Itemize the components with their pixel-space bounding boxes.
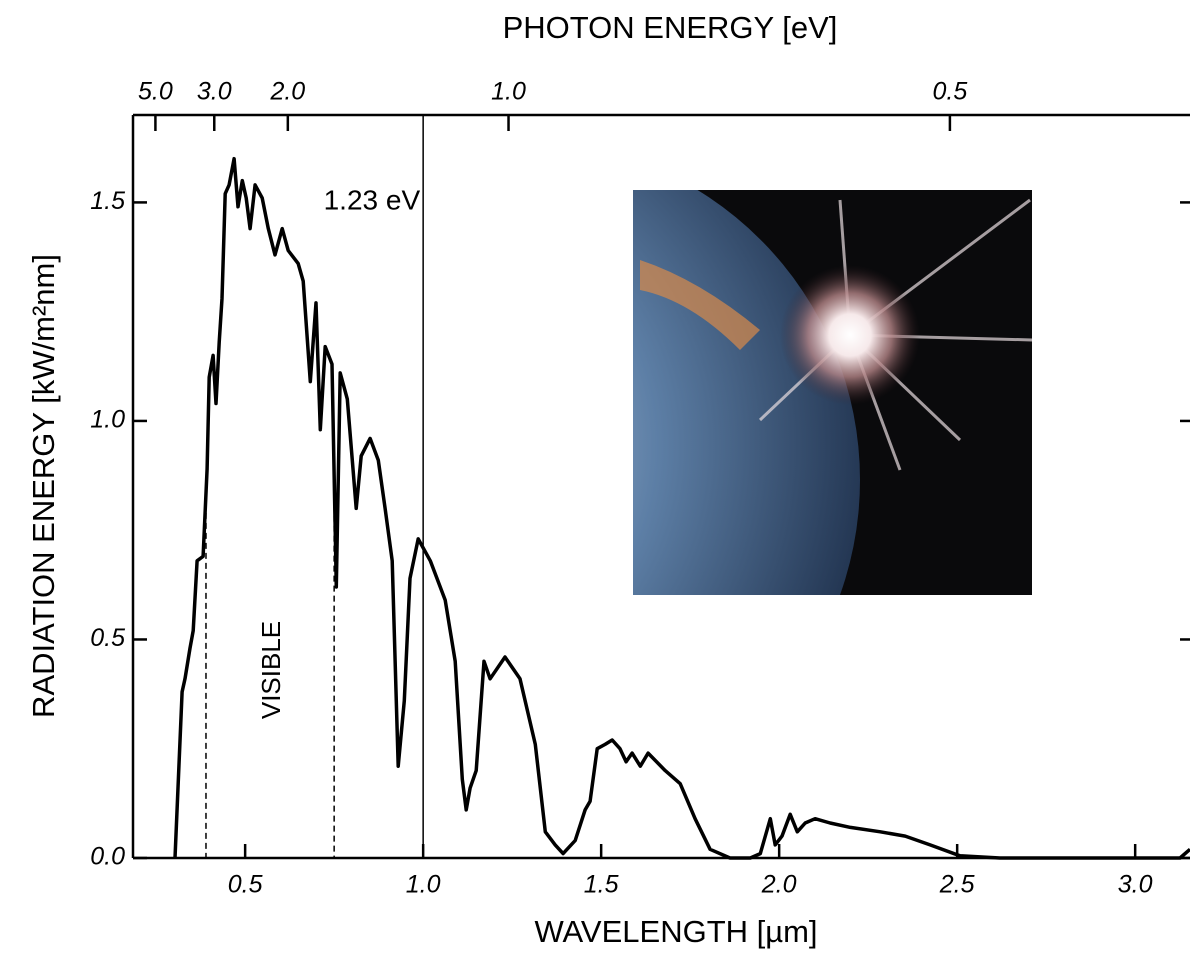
x2-tick-label: 5.0: [138, 78, 173, 106]
x-tick-label: 1.0: [406, 871, 441, 899]
x2-tick-label: 3.0: [197, 78, 232, 106]
x-tick-label: 2.5: [939, 871, 975, 899]
sun: [780, 265, 920, 405]
x-tick-label: 0.5: [228, 871, 263, 899]
inset-photo: [633, 190, 1032, 595]
y-tick-label: 0.5: [90, 624, 125, 652]
spectrum-line: [173, 156, 1190, 860]
x2-tick-label: 2.0: [269, 78, 305, 106]
energy-label: 1.23 eV: [324, 184, 421, 215]
earth-cloud: [640, 260, 760, 350]
x2-tick-label: 1.0: [491, 78, 526, 106]
x-axis-title: WAVELENGTH [µm]: [534, 914, 817, 949]
x-tick-label: 3.0: [1118, 871, 1153, 899]
x2-axis-title: PHOTON ENERGY [eV]: [503, 10, 838, 45]
y-tick-label: 0.0: [90, 843, 125, 871]
y-tick-label: 1.0: [90, 406, 125, 434]
x-tick-label: 1.5: [584, 871, 619, 899]
x-tick-label: 2.0: [761, 871, 797, 899]
y-axis-title: RADIATION ENERGY [kW/m²nm]: [26, 254, 61, 718]
y-tick-label: 1.5: [90, 187, 125, 215]
visible-label: VISIBLE: [256, 621, 286, 719]
x2-tick-label: 0.5: [933, 78, 968, 106]
